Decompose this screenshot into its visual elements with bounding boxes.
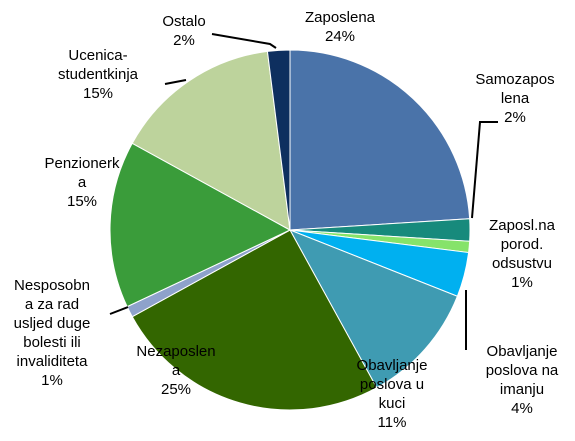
slice-label: Penzionerk a [44,155,120,191]
slice-value-label: 15% [67,193,97,210]
leader-line [164,79,187,85]
slice-value-label: 25% [161,381,191,398]
slice-label: Zaposlena [305,9,376,26]
slice-value-label: 2% [173,32,195,49]
slice-label: Ucenica-studentkinja [58,47,139,83]
pie-slice [109,142,292,308]
leader-line [109,306,129,315]
pie-slice [131,50,291,231]
slice-label: Nezaposlen a [136,343,215,379]
slice-value-label: 2% [504,109,526,126]
pie-slice [288,229,459,389]
slice-value-label: 4% [511,400,533,417]
slice-label: Zaposl.na porod. odsustvu [489,217,556,272]
slice-label: Samozapos lena [475,71,554,107]
slice-value-label: 1% [511,274,533,291]
slice-label: Ostalo [162,13,205,30]
leader-line [471,121,498,219]
slice-value-label: 1% [41,372,63,389]
pie-slice [266,49,291,231]
pie-slice [289,49,471,231]
slice-value-label: 24% [325,28,355,45]
pie-slice [131,229,378,411]
slice-label: Obavljanje poslova u kuci [357,357,428,412]
slice-label: Nesposobn a za rad usljed duge bolesti ili i… [14,277,91,370]
slice-label: Obavljanje poslova na imanju [486,343,559,398]
slice-value-label: 15% [83,85,113,102]
slice-value-label: 11% [378,414,407,431]
leader-line [211,33,277,49]
